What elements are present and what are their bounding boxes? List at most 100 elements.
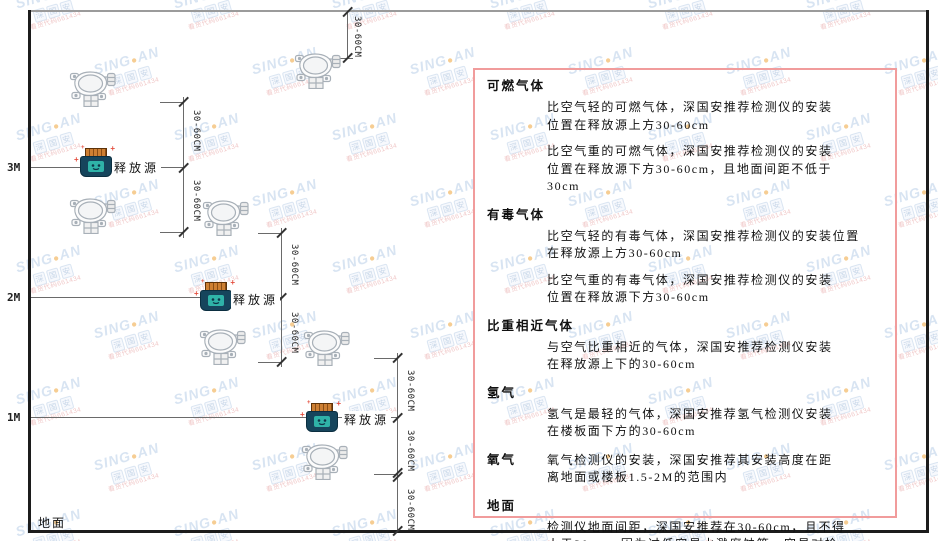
- text-line: 在释放源上下的30-60cm: [547, 357, 697, 371]
- watermark-boxed-name: 深国安: [413, 193, 482, 225]
- watermark-brand: SING●AN: [91, 439, 161, 474]
- watermark-boxed-name: 深国安: [413, 61, 482, 93]
- section-heading: 地面: [487, 498, 517, 513]
- watermark-note: 看货代码661434: [819, 10, 873, 32]
- panel-section: 可燃气体 比空气轻的可燃气体，深国安推荐检测仪的安装 位置在释放源上方30-60cm…: [487, 78, 885, 196]
- watermark-boxed-name: 深国安: [335, 127, 404, 159]
- spark-icon: +: [110, 144, 115, 153]
- dimension-guide: [333, 58, 353, 59]
- watermark-brand: SING●AN: [13, 109, 83, 144]
- text-line: 在楼板面下方的30-60cm: [547, 424, 697, 438]
- section-paragraph: 比空气重的可燃气体，深国安推荐检测仪的安装 位置在释放源下方30-60cm，且地面…: [547, 143, 885, 196]
- gas-detector-icon: [300, 442, 348, 481]
- dimension-label: 30-60CM: [352, 16, 362, 58]
- brand-dot-icon: ●: [129, 54, 140, 67]
- watermark-boxed-name: 深国安: [413, 325, 482, 357]
- brand-dot-icon: ●: [445, 318, 456, 331]
- dimension-label: 30-60CM: [289, 244, 299, 286]
- release-source-icon: + + +: [300, 400, 341, 432]
- watermark-boxed-name: 深国安: [651, 0, 720, 27]
- watermark-brand: SING●AN: [407, 439, 477, 474]
- panel-section: 有毒气体 比空气轻的有毒气体，深国安推荐检测仪的安装位置 在释放源上方30-60cm…: [487, 207, 885, 307]
- brand-dot-icon: ●: [445, 186, 456, 199]
- section-body: 与空气比重相近的气体，深国安推荐检测仪安装 在释放源上下的30-60cm: [547, 339, 885, 374]
- release-source-label: 释放源: [231, 291, 281, 308]
- section-paragraph: 氧气检测仪的安装，深国安推荐其安装高度在距 离地面或楼板1.5-2M的范围内: [547, 452, 885, 487]
- source-body: [80, 156, 112, 177]
- watermark-boxed-name: 深国安: [97, 325, 166, 357]
- brand-dot-icon: ●: [842, 0, 852, 1]
- brand-dot-icon: ●: [210, 0, 220, 1]
- section-body: 检测仪地面间距，深国安推荐在30-60cm，且不得小于30cm，因为过低容易水溅…: [547, 519, 885, 541]
- watermark-note: 看货代码661434: [265, 208, 319, 230]
- source-cap: [85, 148, 107, 156]
- watermark-note: 看货代码661434: [897, 76, 938, 98]
- section-paragraph: 比空气重的有毒气体，深国安推荐检测仪的安装 位置在释放源下方30-60cm: [547, 272, 885, 307]
- right-wall-line: [926, 10, 929, 533]
- brand-dot-icon: ●: [209, 384, 220, 397]
- panel-section: 氧气 氧气检测仪的安装，深国安推荐其安装高度在距 离地面或楼板1.5-2M的范围内: [487, 452, 885, 487]
- watermark-brand: SING●AN: [171, 505, 241, 540]
- watermark-brand: SING●AN: [171, 241, 241, 276]
- watermark-note: 看货代码661434: [345, 10, 399, 32]
- brand-dot-icon: ●: [129, 450, 140, 463]
- watermark-boxed-name: 深国安: [413, 457, 482, 489]
- watermark-note: 看货代码661434: [338, 536, 405, 541]
- text-line: 离地面或楼板1.5-2M的范围内: [547, 470, 729, 484]
- dimension-guide: [258, 233, 282, 234]
- release-source-label: 释放源: [112, 159, 162, 176]
- watermark-note: 看货代码661434: [897, 208, 938, 230]
- release-source-icon: + + +: [194, 279, 235, 311]
- source-body: [200, 290, 232, 311]
- watermark-brand: SING●AN: [171, 373, 241, 408]
- gas-detector-icon: [198, 327, 246, 366]
- watermark-boxed-name: 深国安: [177, 0, 246, 27]
- section-body: 氧气检测仪的安装，深国安推荐其安装高度在距 离地面或楼板1.5-2M的范围内: [547, 452, 885, 487]
- watermark-brand: SING●AN: [13, 241, 83, 276]
- watermark-note: 看货代码661434: [22, 536, 89, 541]
- dimension-guide: [258, 362, 282, 363]
- dimension-label: 30-60CM: [191, 180, 201, 222]
- watermark-brand: SING●AN: [249, 175, 319, 210]
- watermark-brand: SING●AN: [91, 307, 161, 342]
- section-heading: 可燃气体: [487, 79, 546, 93]
- watermark-brand: SING●AN: [407, 175, 477, 210]
- spark-icon: +: [201, 279, 205, 285]
- watermark-brand: SING●AN: [13, 373, 83, 408]
- brand-dot-icon: ●: [684, 0, 694, 1]
- brand-dot-icon: ●: [603, 54, 614, 67]
- dimension-guide: [374, 358, 398, 359]
- text-line: 比空气轻的可燃气体，深国安推荐检测仪的安装: [547, 100, 833, 114]
- section-heading: 氧气: [487, 452, 517, 467]
- brand-dot-icon: ●: [367, 252, 378, 265]
- watermark-note: 看货代码661434: [345, 142, 399, 164]
- dimension-label: 30-60CM: [405, 489, 415, 531]
- spark-icon: +: [300, 410, 305, 419]
- watermark-note: 看货代码661434: [107, 340, 161, 362]
- panel-section: 氢气氢气是最轻的气体，深国安推荐氢气检测仪安装 在楼板面下方的30-60cm: [487, 385, 885, 441]
- dimension-line: [347, 11, 348, 59]
- height-label-2m: 2M: [7, 291, 21, 304]
- brand-dot-icon: ●: [51, 384, 62, 397]
- section-heading: 氢气: [487, 385, 517, 400]
- section-paragraph: 氢气是最轻的气体，深国安推荐氢气检测仪安装 在楼板面下方的30-60cm: [547, 406, 885, 441]
- watermark-boxed-name: 深国安: [97, 457, 166, 489]
- panel-section: 地面检测仪地面间距，深国安推荐在30-60cm，且不得小于30cm，因为过低容易…: [487, 498, 885, 541]
- brand-dot-icon: ●: [526, 0, 536, 1]
- brand-dot-icon: ●: [129, 186, 140, 199]
- dimension-line: [397, 353, 398, 532]
- text-line: 位置在释放源下方30-60cm: [547, 290, 710, 304]
- gas-detector-icon: [68, 196, 116, 235]
- height-label-3m: 3M: [7, 161, 21, 174]
- section-heading: 比重相近气体: [487, 318, 575, 333]
- brand-dot-icon: ●: [287, 450, 298, 463]
- panel-section: 比重相近气体与空气比重相近的气体，深国安推荐检测仪安装 在释放源上下的30-60c…: [487, 318, 885, 374]
